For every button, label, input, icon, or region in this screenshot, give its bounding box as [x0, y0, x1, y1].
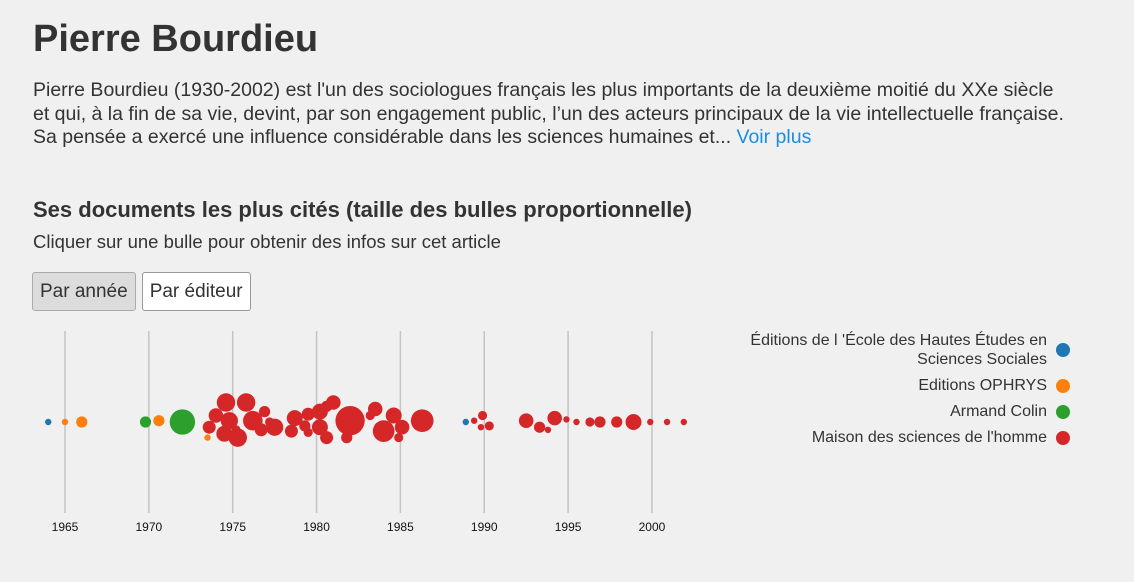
bubble[interactable]	[563, 416, 570, 423]
bubbles	[45, 393, 688, 447]
bubble[interactable]	[533, 421, 546, 433]
more-link[interactable]: Voir plus	[736, 126, 812, 148]
by-publisher-button[interactable]: Par éditeur	[141, 272, 251, 311]
bubble[interactable]	[45, 418, 52, 426]
bubble[interactable]	[394, 419, 410, 435]
bubble[interactable]	[410, 409, 434, 433]
bubble[interactable]	[208, 408, 224, 423]
bubble[interactable]	[663, 418, 671, 426]
bubble-chart: 1965 1970 1975 1980 1985 1990 1995 2000	[45, 331, 688, 534]
section-hint: Cliquer sur une bulle pour obtenir des i…	[33, 231, 501, 252]
x-tick-label: 1965	[52, 520, 79, 534]
bubble[interactable]	[594, 416, 606, 428]
legend-item: Editions OPHRYS	[747, 376, 1070, 395]
bubble[interactable]	[544, 426, 552, 433]
bubble[interactable]	[254, 423, 268, 437]
bubble[interactable]	[647, 418, 654, 426]
bubble[interactable]	[220, 412, 238, 430]
author-bio-text: Pierre Bourdieu (1930-2002) est l'un des…	[33, 79, 1064, 148]
bubble[interactable]	[385, 407, 402, 424]
bubble[interactable]	[372, 420, 395, 442]
legend-label: Éditions de l 'École des Hautes Études e…	[750, 332, 1047, 368]
bubble[interactable]	[311, 419, 328, 436]
bubble[interactable]	[153, 415, 165, 427]
legend-swatch	[1056, 430, 1070, 445]
bubble[interactable]	[169, 409, 196, 435]
bubble[interactable]	[341, 431, 353, 444]
x-tick-label: 1980	[303, 520, 330, 534]
bubble[interactable]	[76, 416, 88, 428]
bubble[interactable]	[573, 418, 580, 426]
bubble[interactable]	[326, 395, 341, 410]
view-toggle: Par année Par éditeur	[32, 272, 251, 311]
bubble[interactable]	[625, 414, 642, 430]
bubble[interactable]	[478, 410, 488, 421]
x-tick-label: 1990	[471, 520, 498, 534]
bubble[interactable]	[320, 431, 334, 445]
legend-swatch	[1056, 343, 1070, 357]
bubble[interactable]	[216, 425, 233, 442]
bubble[interactable]	[335, 406, 365, 436]
bubble[interactable]	[585, 417, 595, 427]
legend-swatch	[1056, 378, 1070, 393]
bubble[interactable]	[680, 418, 688, 426]
bubble[interactable]	[286, 410, 303, 427]
bubble[interactable]	[547, 410, 562, 426]
bubble[interactable]	[265, 418, 284, 436]
x-tick-label: 2000	[639, 520, 666, 534]
bubble[interactable]	[394, 433, 404, 443]
bubble[interactable]	[216, 393, 236, 412]
legend-item: Maison des sciences de l'homme	[747, 428, 1070, 447]
legend: Éditions de l 'École des Hautes Études e…	[747, 331, 1070, 454]
by-year-button[interactable]: Par année	[32, 272, 136, 311]
x-tick-label: 1970	[135, 520, 162, 534]
bubble[interactable]	[303, 427, 313, 437]
x-tick-label: 1975	[219, 520, 246, 534]
bubble[interactable]	[204, 434, 211, 441]
author-name: Pierre Bourdieu	[33, 18, 319, 60]
bubble[interactable]	[365, 410, 375, 421]
bubble[interactable]	[518, 413, 534, 428]
author-bio: Pierre Bourdieu (1930-2002) est l'un des…	[33, 79, 1073, 150]
x-tick-label: 1985	[387, 520, 414, 534]
legend-item: Armand Colin	[747, 402, 1070, 421]
bubble[interactable]	[484, 421, 494, 431]
bubble[interactable]	[236, 393, 256, 412]
bubble[interactable]	[258, 405, 271, 418]
section-title: Ses documents les plus cités (taille des…	[33, 197, 692, 222]
x-tick-label: 1995	[555, 520, 582, 534]
legend-swatch	[1056, 404, 1070, 419]
bubble[interactable]	[202, 420, 216, 434]
legend-label: Maison des sciences de l'homme	[811, 429, 1047, 446]
bubble[interactable]	[477, 424, 485, 431]
legend-item: Éditions de l 'École des Hautes Études e…	[747, 331, 1070, 369]
bubble[interactable]	[470, 417, 478, 424]
bubble[interactable]	[284, 424, 298, 438]
bubble[interactable]	[301, 407, 315, 421]
bubble[interactable]	[61, 418, 69, 426]
legend-label: Editions OPHRYS	[918, 377, 1047, 394]
bubble[interactable]	[462, 418, 470, 426]
x-axis: 1965 1970 1975 1980 1985 1990 1995 2000	[52, 520, 666, 534]
bubble[interactable]	[611, 416, 623, 428]
legend-label: Armand Colin	[950, 403, 1047, 420]
bubble[interactable]	[139, 416, 152, 428]
bubble[interactable]	[228, 428, 247, 447]
